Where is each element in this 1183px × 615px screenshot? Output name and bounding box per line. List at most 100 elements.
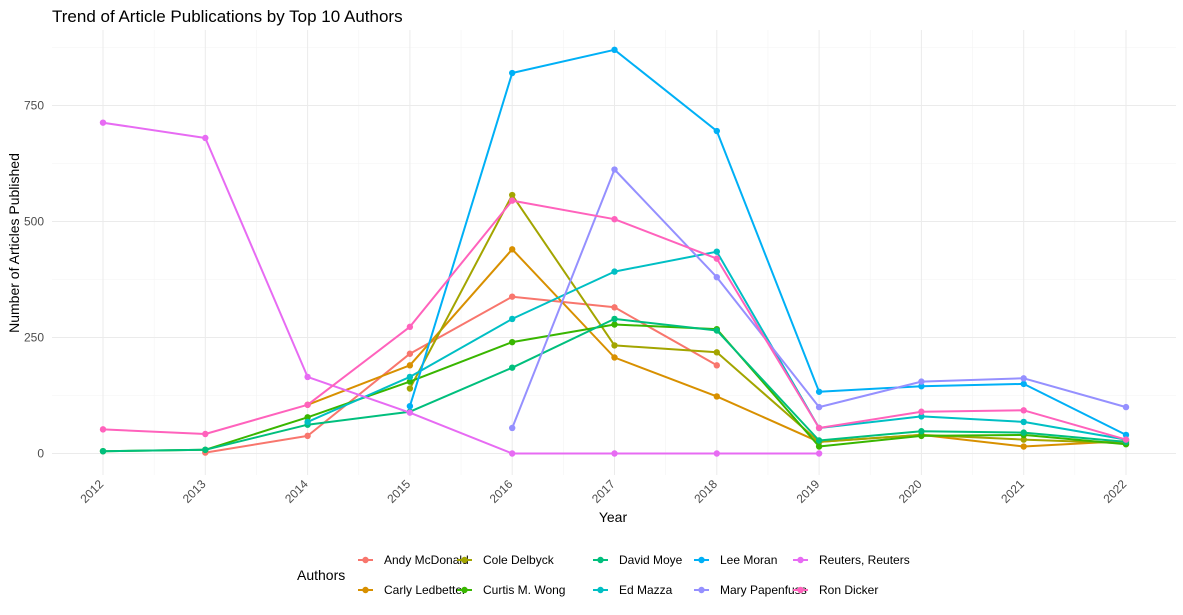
- legend-item: Andy McDonald: [358, 553, 469, 567]
- data-point: [406, 323, 414, 331]
- data-point: [406, 385, 414, 392]
- data-point: [406, 409, 414, 416]
- data-point: [304, 414, 311, 421]
- legend-item: Cole Delbyck: [457, 553, 555, 567]
- series-lines: [99, 46, 1130, 457]
- y-tick-label: 750: [24, 99, 44, 113]
- data-point: [406, 362, 414, 369]
- data-point: [713, 349, 720, 356]
- data-point: [815, 388, 823, 395]
- data-point: [611, 268, 618, 275]
- x-tick-label: 2015: [384, 477, 413, 506]
- data-point: [509, 197, 516, 204]
- legend-item: Ed Mazza: [593, 583, 673, 597]
- legend-key-point: [597, 586, 604, 594]
- data-point: [713, 255, 720, 262]
- y-tick-label: 500: [24, 215, 44, 229]
- legend-label: Ron Dicker: [819, 583, 878, 597]
- series-line: [408, 48, 1127, 436]
- legend-key-point: [461, 556, 468, 564]
- legend-item: Carly Ledbetter: [358, 583, 466, 597]
- data-point: [611, 321, 618, 328]
- data-point: [1020, 380, 1027, 388]
- series-reuters-reuters: [99, 119, 823, 457]
- legend-key-point: [597, 556, 604, 564]
- data-point: [918, 408, 925, 415]
- x-tick-label: 2018: [691, 477, 720, 506]
- x-tick-label: 2021: [998, 477, 1027, 506]
- data-point: [1122, 431, 1130, 439]
- data-point: [1020, 407, 1027, 414]
- legend-key-point: [698, 586, 705, 594]
- data-point: [918, 413, 925, 420]
- x-tick-label: 2020: [896, 477, 925, 506]
- data-point: [406, 373, 414, 381]
- data-point: [918, 378, 925, 385]
- legend-key-point: [461, 586, 468, 594]
- x-tick-label: 2013: [180, 477, 209, 506]
- data-point: [509, 338, 516, 346]
- x-axis-ticks: 2012 2013 2014 2015 2016 2017 2018 2019 2020 2021…: [78, 477, 1130, 506]
- data-point: [815, 403, 823, 411]
- legend-label: Andy McDonald: [384, 553, 469, 567]
- chart-title: Trend of Article Publications by Top 10 …: [52, 7, 403, 26]
- data-point: [202, 446, 209, 453]
- data-point: [918, 428, 925, 435]
- legend-key-point: [698, 556, 705, 564]
- data-point: [713, 273, 720, 281]
- data-point: [713, 362, 720, 369]
- data-point: [509, 293, 516, 300]
- data-point: [1122, 436, 1130, 443]
- data-point: [1020, 418, 1027, 426]
- data-point: [202, 430, 209, 438]
- legend-title: Authors: [297, 567, 345, 583]
- data-point: [611, 354, 618, 361]
- data-point: [611, 215, 618, 223]
- x-axis-title: Year: [599, 509, 628, 525]
- y-axis-ticks: 0 250 500 750: [24, 99, 44, 461]
- legend-label: Mary Papenfuss: [720, 583, 807, 597]
- data-point: [611, 342, 618, 349]
- legend-label: Lee Moran: [720, 553, 777, 567]
- legend-item: Ron Dicker: [793, 583, 878, 597]
- data-point: [611, 166, 618, 173]
- data-point: [99, 426, 107, 433]
- data-point: [304, 432, 311, 440]
- data-point: [713, 327, 720, 334]
- data-point: [611, 46, 618, 54]
- data-point: [202, 134, 209, 142]
- series-mary-papenfuss: [509, 166, 1130, 432]
- data-point: [1020, 443, 1027, 450]
- legend-label: Curtis M. Wong: [483, 583, 565, 597]
- legend: Authors Andy McDonald Carly Ledbetter Cole…: [297, 553, 910, 597]
- data-point: [406, 402, 414, 410]
- data-point: [1020, 436, 1027, 443]
- grid: [52, 30, 1176, 475]
- data-point: [509, 315, 516, 323]
- x-tick-label: 2012: [78, 477, 107, 506]
- data-point: [1020, 429, 1027, 436]
- legend-label: Ed Mazza: [619, 583, 673, 597]
- legend-key-point: [362, 586, 369, 594]
- data-point: [713, 127, 720, 135]
- series-ron-dicker: [99, 197, 1130, 443]
- legend-item: Curtis M. Wong: [457, 583, 565, 597]
- data-point: [815, 424, 823, 432]
- legend-label: Reuters, Reuters: [819, 553, 910, 567]
- data-point: [611, 450, 618, 457]
- series-line: [409, 194, 1127, 445]
- y-axis-title: Number of Articles Published: [6, 153, 22, 333]
- legend-label: David Moye: [619, 553, 683, 567]
- legend-label: Carly Ledbetter: [384, 583, 466, 597]
- series-lee-moran: [406, 46, 1130, 439]
- data-point: [1122, 403, 1130, 411]
- data-point: [509, 364, 516, 371]
- series-line: [205, 295, 718, 454]
- y-tick-label: 250: [24, 331, 44, 345]
- data-point: [406, 350, 414, 357]
- data-point: [509, 424, 516, 432]
- data-point: [713, 248, 720, 255]
- x-tick-label: 2014: [282, 477, 311, 506]
